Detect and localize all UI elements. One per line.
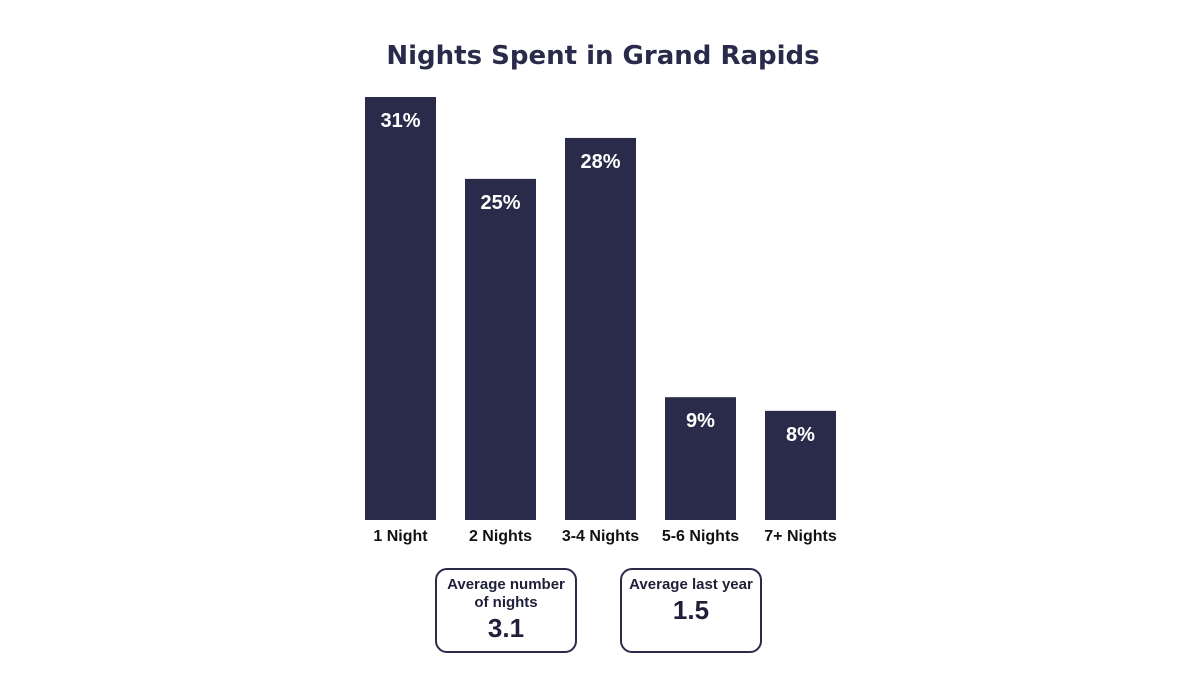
average-nights-label: Average number of nights — [447, 576, 565, 611]
bar-2 — [565, 137, 636, 520]
bars-group — [365, 97, 836, 520]
bar-value-label-0: 31% — [380, 110, 420, 132]
bar-value-label-3: 9% — [686, 410, 715, 432]
bar-value-label-1: 25% — [480, 192, 520, 214]
category-label-1: 2 Nights — [469, 528, 532, 545]
chart-title: Nights Spent in Grand Rapids — [386, 41, 819, 71]
value-labels-group: 31% 25% 28% 9% 8% — [380, 110, 815, 446]
average-last-year-box: Average last year 1.5 — [620, 568, 762, 653]
bar-0 — [365, 97, 436, 520]
category-labels-group: 1 Night 2 Nights 3-4 Nights 5-6 Nights 7+ Ni… — [373, 528, 836, 545]
average-last-year-label: Average last year — [629, 576, 753, 593]
category-label-3: 5-6 Nights — [662, 528, 739, 545]
average-last-year-value: 1.5 — [672, 595, 710, 625]
average-nights-box: Average number of nights 3.1 — [435, 568, 577, 653]
category-label-2: 3-4 Nights — [562, 528, 639, 545]
bar-4 — [765, 410, 836, 520]
bar-3 — [665, 397, 736, 520]
bar-1 — [465, 178, 536, 520]
bar-value-label-2: 28% — [580, 151, 620, 173]
average-nights-value: 3.1 — [487, 613, 525, 643]
category-label-0: 1 Night — [373, 528, 428, 545]
category-label-4: 7+ Nights — [764, 528, 837, 545]
bar-value-label-4: 8% — [786, 424, 815, 446]
